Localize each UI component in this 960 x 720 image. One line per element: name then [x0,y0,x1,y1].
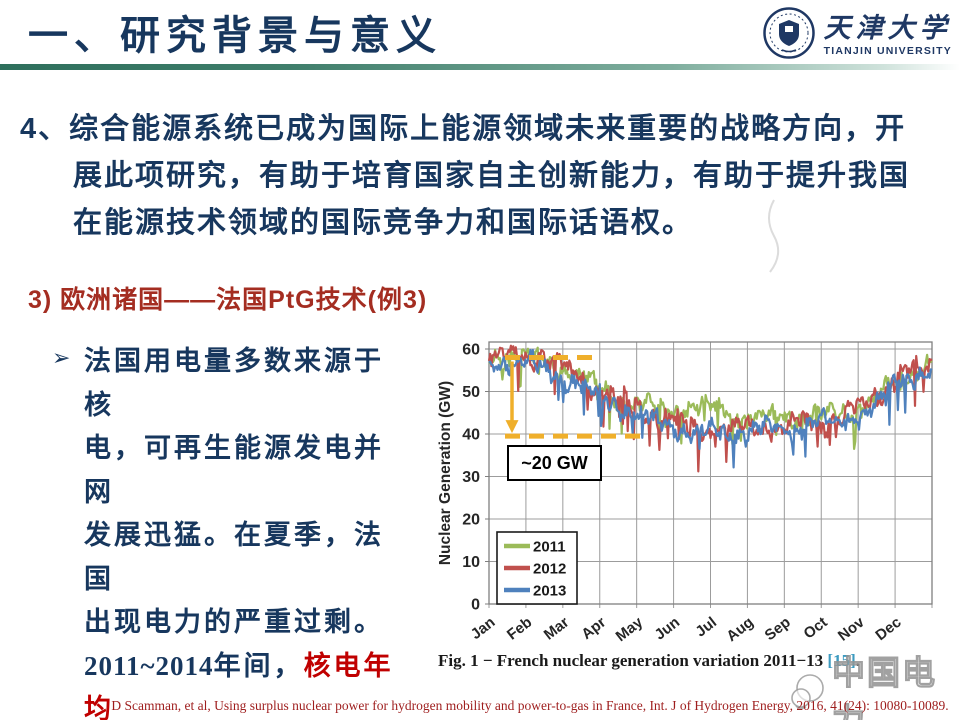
y-tick-label: 0 [471,597,480,614]
x-tick-label: Apr [578,614,609,643]
paragraph-line: 4、综合能源系统已成为国际上能源领域未来重要的战略方向，开 [20,113,907,145]
header-divider [0,64,960,70]
y-tick-label: 50 [462,384,480,401]
plot-frame [488,341,933,605]
x-tick-label: Oct [801,614,831,643]
x-tick-label: Jan [468,614,499,643]
main-paragraph: 4、综合能源系统已成为国际上能源领域未来重要的战略方向，开 展此项研究，有助于培… [20,106,950,247]
chart-series-2012 [487,344,933,473]
x-tick-label: Feb [504,614,535,644]
bullet-arrow-icon: ➢ [52,345,71,370]
y-tick-label: 60 [462,342,480,359]
y-tick-label: 20 [462,512,480,529]
x-tick-label: Jun [652,614,683,644]
caption-text: Fig. 1 − French nuclear generation varia… [438,651,828,670]
legend-label-2011: 2011 [533,539,566,556]
bullet-text: 法国用电量多数来源于核 电，可再生能源发电并网 发展迅猛。在夏季，法国出现电力的严重… [84,340,412,720]
bullet-line: 法国用电量多数来源于核 [84,340,412,427]
x-tick-label: Aug [723,614,756,644]
x-tick-label: Jul [692,614,720,641]
section-subheading: 3) 欧洲诸国——法国PtG技术(例3) [28,286,428,314]
paragraph-line: 展此项研究，有助于培育国家自主创新能力，有助于提升我国 [73,160,911,192]
x-tick-label: Sep [762,614,794,644]
bullet-block: ➢ 法国用电量多数来源于核 电，可再生能源发电并网 发展迅猛。在夏季，法国出现电力的… [52,340,412,720]
logo-en-name: TIANJIN UNIVERSITY [823,44,952,57]
legend-label-2012: 2012 [533,561,566,578]
nuclear-chart-svg: 0 10 20 30 40 50 60 Jan Feb Mar Apr May Jun Jul Aug Sep… [437,341,933,644]
annotation-arrow-head [505,420,519,434]
y-tick-label: 40 [462,427,480,444]
bullet-segment: 法国用电量多数来源于核 [84,346,384,420]
bullet-line: 出现电力的严重过剩。 [84,601,412,645]
bullet-line: 发展迅猛。在夏季，法国 [84,514,412,601]
bullet-segment: 核电年均 [84,650,394,720]
caption-period: . [855,651,860,670]
x-tick-label: Nov [835,613,868,644]
bullet-line: 2011~2014年间，核电年均 [84,645,412,720]
logo-cn-name: 天津大学 [823,12,952,43]
nuclear-generation-chart: 0 10 20 30 40 50 60 Jan Feb Mar Apr May Jun Jul Aug Sep… [435,322,960,644]
x-tick-label: May [613,613,647,644]
paragraph-line: 在能源技术领域的国际竞争力和国际话语权。 [73,207,694,239]
y-tick-label: 10 [462,554,480,571]
figure-caption: Fig. 1 − French nuclear generation varia… [438,651,958,671]
y-tick-label: 30 [462,469,480,486]
bullet-segment: 出现电力的严重过剩。 [84,607,384,637]
slide-title: 一、研究背景与意义 [28,14,442,58]
annotation-label: ~20 GW [521,453,588,473]
legend-label-2013: 2013 [533,583,566,600]
bullet-segment: 年间， [213,650,304,681]
y-axis-title: Nuclear Generation (GW) [437,381,454,565]
annotation-label-box [507,445,602,481]
bullet-line: 电，可再生能源发电并网 [84,427,412,514]
bullet-segment: 2011~2014 [84,650,214,681]
logo-text: 天津大学 TIANJIN UNIVERSITY [823,12,952,57]
chart-series-2011 [488,346,933,451]
caption-reference-link[interactable]: [15] [827,651,856,670]
footer-citation: D Scamman, et al, Using surplus nuclear … [111,698,949,713]
watermark-fragment [768,199,780,273]
bullet-segment: 发展迅猛。在夏季，法国 [84,520,384,594]
tianjin-university-logo: 天津大学 TIANJIN UNIVERSITY [762,6,952,65]
tianjin-university-seal-icon [762,6,816,65]
x-tick-label: Mar [541,614,573,644]
chart-series-2013 [488,348,933,469]
x-tick-label: Dec [872,614,904,644]
bullet-segment: 电，可再生能源发电并网 [84,433,384,507]
